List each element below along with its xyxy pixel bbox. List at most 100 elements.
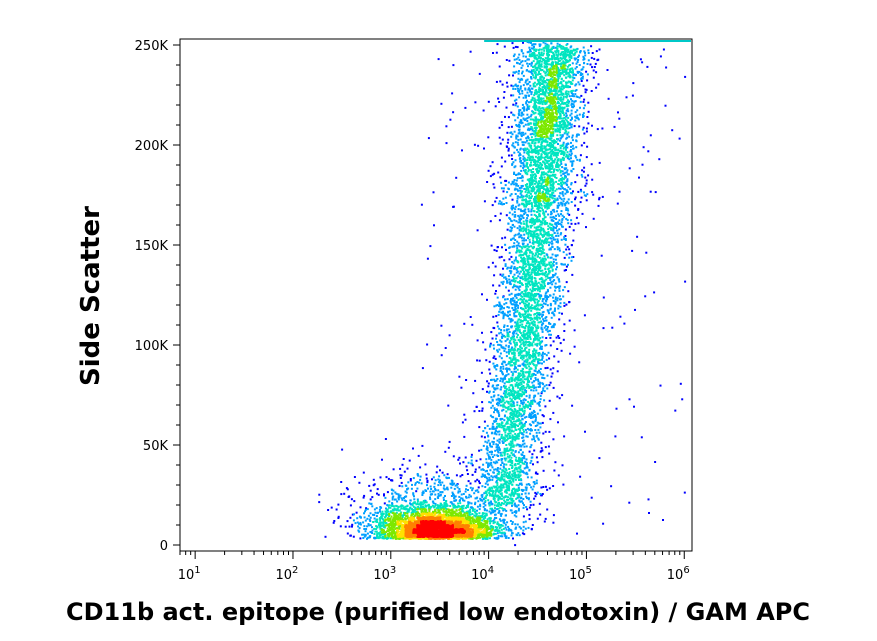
data-point (570, 103, 573, 106)
data-point (575, 48, 578, 51)
data-point (569, 81, 572, 84)
data-point (527, 190, 530, 193)
data-point (481, 499, 484, 502)
data-point (530, 213, 533, 216)
data-point (533, 324, 536, 326)
data-point (556, 246, 559, 249)
data-point (518, 121, 521, 124)
data-point (521, 403, 524, 406)
data-point (386, 537, 389, 539)
data-point (577, 133, 580, 136)
data-point (517, 359, 520, 362)
data-point (585, 156, 588, 159)
data-point (527, 271, 529, 274)
data-point (512, 206, 515, 209)
data-point (557, 360, 560, 363)
data-point (524, 132, 527, 135)
data-point (517, 125, 519, 128)
data-point (384, 510, 387, 513)
data-point (433, 485, 436, 488)
data-point (520, 120, 522, 123)
data-point (583, 58, 586, 61)
data-point (533, 387, 536, 389)
data-point (510, 337, 513, 340)
data-point (555, 226, 557, 229)
data-point (525, 487, 528, 490)
data-point (504, 196, 507, 199)
data-point (512, 340, 515, 343)
data-point (549, 381, 552, 384)
data-point (559, 144, 562, 147)
data-point (496, 350, 499, 353)
data-point (528, 372, 531, 375)
data-point (517, 84, 520, 87)
data-point (421, 491, 424, 494)
data-point (525, 489, 528, 492)
data-point (530, 476, 533, 479)
data-point (524, 169, 527, 171)
data-point (527, 187, 530, 190)
data-point (569, 187, 572, 190)
data-point (484, 427, 487, 430)
data-point (376, 488, 379, 491)
data-point (518, 419, 521, 422)
data-point (570, 152, 573, 155)
data-point (517, 374, 520, 377)
data-point (536, 371, 539, 374)
data-point (517, 484, 520, 487)
data-point (522, 155, 525, 158)
data-point (509, 412, 512, 415)
data-point (515, 301, 518, 304)
data-point (507, 373, 510, 376)
data-point (539, 337, 542, 339)
data-point (458, 488, 461, 490)
data-point (505, 502, 508, 505)
data-point (492, 443, 495, 446)
data-point (517, 532, 520, 535)
data-point (543, 255, 546, 258)
data-point (508, 281, 511, 284)
data-point (397, 498, 400, 501)
data-point (498, 425, 501, 428)
data-point (502, 483, 505, 486)
data-point (405, 495, 408, 498)
data-point (494, 529, 497, 532)
data-point (567, 86, 570, 89)
data-point (506, 471, 509, 474)
data-point (507, 529, 510, 532)
data-point (570, 244, 573, 247)
data-point (552, 521, 555, 524)
data-point (509, 218, 512, 220)
data-point (512, 330, 515, 333)
data-point (440, 354, 443, 357)
data-point (564, 203, 566, 206)
data-point (503, 427, 506, 430)
data-point (538, 308, 541, 311)
data-point (508, 216, 511, 219)
data-point (518, 282, 521, 284)
data-point (512, 373, 515, 376)
data-point (534, 313, 537, 315)
data-point (535, 227, 538, 230)
data-point (510, 408, 513, 411)
data-point (544, 42, 547, 45)
data-point (554, 282, 557, 285)
data-point (570, 219, 573, 222)
data-point (511, 405, 514, 408)
data-point (499, 331, 502, 334)
data-point (450, 495, 453, 497)
data-point (546, 288, 549, 291)
data-point (521, 532, 524, 535)
data-point (495, 443, 498, 446)
data-point (513, 151, 516, 154)
data-point (508, 418, 511, 421)
data-point (496, 296, 499, 299)
data-point (491, 494, 494, 497)
data-point (425, 473, 428, 476)
data-point (557, 474, 560, 477)
data-point (354, 522, 357, 525)
data-point (547, 282, 550, 285)
data-point (504, 313, 507, 316)
data-point (537, 428, 540, 431)
data-point (579, 475, 582, 478)
